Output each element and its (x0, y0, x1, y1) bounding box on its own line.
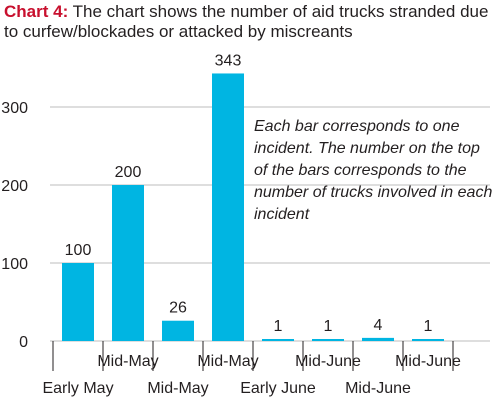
data-label: 200 (115, 164, 142, 181)
chart-title-text: The chart shows the number of aid trucks… (4, 2, 489, 41)
x-tick-label: Mid-May (147, 380, 208, 397)
chart-title-lead: Chart 4: (4, 2, 69, 21)
bar (312, 339, 344, 341)
bar (362, 337, 394, 341)
data-label: 1 (274, 318, 283, 335)
data-label: 1 (324, 318, 333, 335)
x-tick-label: Mid-June (345, 380, 411, 397)
x-tick-label: Early June (240, 380, 316, 397)
data-label: 100 (65, 242, 92, 259)
x-tick-label: Early May (42, 380, 113, 397)
y-tick-label: 100 (1, 256, 28, 273)
bar (212, 73, 244, 342)
data-label: 4 (374, 317, 383, 334)
chart-title: Chart 4: The chart shows the number of a… (4, 2, 498, 42)
y-tick-label: 0 (19, 334, 28, 351)
bar (62, 263, 94, 341)
chart-annotation: Each bar corresponds to one incident. Th… (254, 118, 493, 223)
bar (412, 339, 444, 341)
bar (162, 320, 194, 341)
y-tick-label: 200 (1, 178, 28, 195)
data-label: 26 (169, 300, 187, 317)
x-tick-label: Mid-June (295, 353, 361, 370)
x-tick-label: Mid-May (197, 353, 258, 370)
data-label: 1 (424, 318, 433, 335)
x-tick-label: Mid-May (97, 353, 158, 370)
bar (262, 339, 294, 341)
data-label: 343 (215, 52, 242, 69)
y-tick-label: 300 (1, 100, 28, 117)
x-tick-label: Mid-June (395, 353, 461, 370)
bar (112, 185, 144, 341)
